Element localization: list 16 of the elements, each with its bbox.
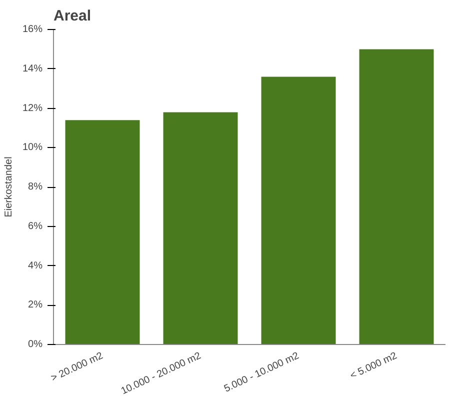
bar (65, 120, 140, 344)
bar (261, 76, 336, 344)
y-axis-title: Eierkostandel (3, 156, 14, 218)
y-tick-label: 0% (28, 339, 43, 350)
y-tick-label: 2% (28, 300, 43, 311)
chart-title: Areal (54, 8, 92, 24)
bar (359, 49, 434, 344)
y-tick-label: 12% (22, 102, 43, 114)
y-tick-label: 10% (22, 142, 43, 154)
y-tick-label: 16% (22, 24, 43, 35)
y-tick-label: 8% (28, 182, 43, 192)
y-tick-label: 4% (28, 260, 43, 272)
y-tick-label: 6% (28, 220, 43, 232)
y-tick-label: 14% (22, 63, 43, 74)
x-tick-label: < 5.000 m2 (348, 350, 400, 382)
bar (163, 112, 238, 344)
